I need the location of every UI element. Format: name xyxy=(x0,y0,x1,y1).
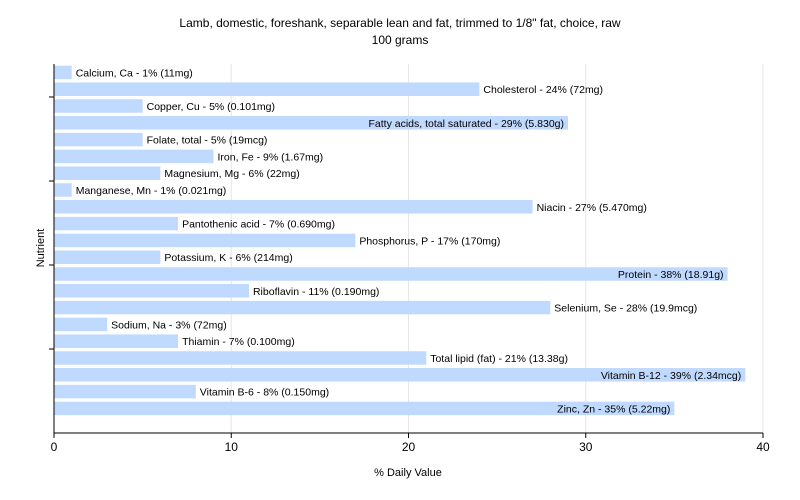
bar-label: Magnesium, Mg - 6% (22mg) xyxy=(164,168,299,180)
bar-label: Thiamin - 7% (0.100mg) xyxy=(182,336,295,348)
x-axis-ticks: 0 10 20 30 40 xyxy=(51,433,770,454)
bar-label: Niacin - 27% (5.470mg) xyxy=(537,202,647,214)
bar-label: Potassium, K - 6% (214mg) xyxy=(164,252,292,264)
bar-label: Phosphorus, P - 17% (170mg) xyxy=(359,235,500,247)
bar xyxy=(54,166,161,180)
bar-label: Selenium, Se - 28% (19.9mcg) xyxy=(554,303,697,315)
y-axis-label: Nutrient xyxy=(35,229,47,268)
bar-label: Folate, total - 5% (19mcg) xyxy=(147,135,268,147)
bar xyxy=(54,334,179,348)
bar xyxy=(54,216,179,231)
bar xyxy=(54,317,108,332)
bar xyxy=(54,250,161,264)
bar xyxy=(54,116,569,130)
bar-label: Protein - 38% (18.91g) xyxy=(618,269,724,281)
bar-label: Fatty acids, total saturated - 29% (5.83… xyxy=(368,118,564,130)
bar-label: Iron, Fe - 9% (1.67mg) xyxy=(218,151,324,163)
bar xyxy=(54,149,214,164)
chart-title: Lamb, domestic, foreshank, separable lea… xyxy=(179,16,620,30)
bar-label: Riboflavin - 11% (0.190mg) xyxy=(253,286,379,298)
bar-label: Vitamin B-6 - 8% (0.150mg) xyxy=(200,387,329,399)
bar-label: Sodium, Na - 3% (72mg) xyxy=(111,319,227,331)
bar xyxy=(54,267,728,281)
bar-label: Copper, Cu - 5% (0.101mg) xyxy=(147,101,275,113)
bar xyxy=(54,82,480,96)
bar xyxy=(54,351,427,365)
bar-label: Total lipid (fat) - 21% (13.38g) xyxy=(430,353,568,365)
bar xyxy=(54,300,551,315)
bars-group: Calcium, Ca - 1% (11mg) Cholesterol - 24%… xyxy=(54,65,746,416)
bar-label: Manganese, Mn - 1% (0.021mg) xyxy=(76,185,227,197)
bar xyxy=(54,384,196,399)
bar-label: Vitamin B-12 - 39% (2.34mcg) xyxy=(601,370,741,382)
bar xyxy=(54,132,143,147)
x-tick-label: 30 xyxy=(579,440,593,454)
bar-label: Pantothenic acid - 7% (0.690mg) xyxy=(182,219,335,231)
x-tick-label: 0 xyxy=(51,440,58,454)
bar xyxy=(54,368,746,382)
bar xyxy=(54,284,249,298)
bar xyxy=(54,200,533,214)
bar xyxy=(54,99,143,113)
x-axis-label: % Daily Value xyxy=(374,467,442,479)
x-tick-label: 40 xyxy=(756,440,770,454)
bar-label: Zinc, Zn - 35% (5.22mg) xyxy=(557,403,670,415)
bar xyxy=(54,401,675,416)
x-tick-label: 10 xyxy=(225,440,239,454)
x-tick-label: 20 xyxy=(402,440,416,454)
bar xyxy=(54,183,72,197)
bar xyxy=(54,233,356,248)
chart-subtitle: 100 grams xyxy=(372,33,429,47)
bar-label: Calcium, Ca - 1% (11mg) xyxy=(76,67,193,79)
bar xyxy=(54,65,72,80)
bar-label: Cholesterol - 24% (72mg) xyxy=(483,84,603,96)
